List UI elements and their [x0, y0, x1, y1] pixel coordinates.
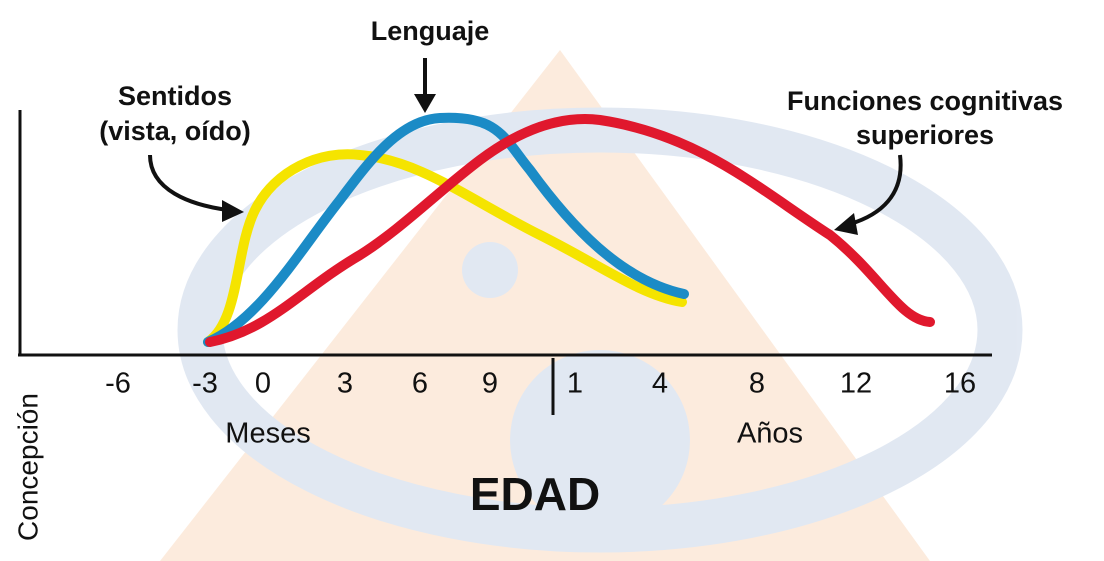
tick-label: 1	[567, 368, 583, 400]
axis-group-label: Meses	[225, 418, 310, 450]
curve-lenguaje	[203, 112, 689, 347]
title: EDAD	[470, 468, 600, 520]
callout: Funciones cognitivas	[787, 86, 1063, 116]
tick-label: 8	[749, 368, 765, 400]
watermark	[160, 50, 1023, 561]
tick-label: 0	[255, 368, 271, 400]
tick-label: 3	[337, 368, 353, 400]
callout: (vista, oído)	[99, 116, 251, 146]
callout: Sentidos	[118, 81, 232, 111]
curve-funciones	[205, 114, 935, 347]
arrow	[148, 154, 229, 212]
callout: superiores	[856, 120, 994, 150]
tick-label: -6	[105, 368, 131, 400]
curve-sentidos	[203, 149, 687, 347]
tick-label: 6	[412, 368, 428, 400]
tick-label: 16	[944, 368, 976, 400]
tick-label: 12	[840, 368, 872, 400]
arrow	[849, 154, 903, 226]
tick-label: -3	[192, 368, 218, 400]
arrowhead	[834, 213, 858, 235]
tick-label: 9	[482, 368, 498, 400]
arrowhead	[414, 94, 436, 113]
axis-group-label: Años	[737, 418, 803, 450]
callout: Lenguaje	[371, 16, 490, 46]
side-label: Concepción	[12, 393, 43, 541]
arrowhead	[222, 200, 244, 222]
tick-label: 4	[652, 368, 668, 400]
